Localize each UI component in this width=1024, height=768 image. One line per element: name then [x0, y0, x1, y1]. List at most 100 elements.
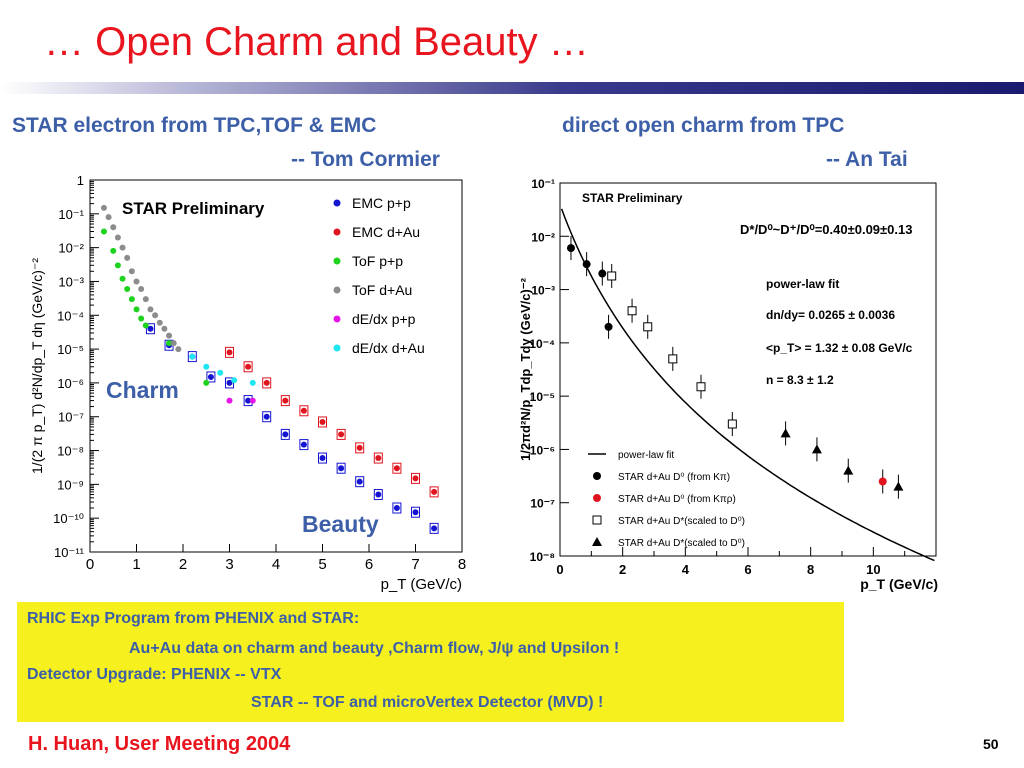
data-point	[282, 431, 289, 438]
data-point	[245, 397, 252, 404]
legend-label: EMC d+Au	[352, 224, 420, 240]
chart-annotation: dn/dy= 0.0265 ± 0.0036	[766, 308, 895, 322]
legend-marker	[333, 199, 341, 207]
data-point	[338, 465, 345, 472]
error-box	[429, 486, 439, 498]
error-box	[411, 506, 420, 518]
chart-annotation: STAR Preliminary	[582, 191, 683, 205]
data-point	[142, 296, 149, 303]
x-tick-label: 8	[807, 562, 814, 577]
data-point	[566, 244, 575, 253]
data-point	[100, 204, 107, 211]
data-point	[226, 397, 233, 404]
data-point	[412, 475, 419, 482]
data-point	[119, 275, 126, 282]
data-point	[282, 397, 289, 404]
data-point	[696, 382, 706, 392]
error-box	[243, 361, 253, 373]
data-point	[727, 419, 737, 429]
legend-label: STAR d+Au D*(scaled to D⁰)	[618, 516, 745, 527]
y-tick-label: 10⁻⁷	[58, 410, 84, 425]
data-point	[593, 472, 601, 480]
y-tick-label: 10⁻⁴	[57, 308, 84, 323]
data-point	[147, 325, 154, 332]
data-point	[156, 319, 163, 326]
data-point	[114, 234, 121, 241]
error-box	[318, 416, 327, 428]
y-tick-label: 10⁻¹	[58, 207, 84, 222]
data-point	[226, 379, 233, 386]
summary-box: RHIC Exp Program from PHENIX and STAR: A…	[17, 602, 844, 722]
right-header-line2: -- An Tai	[826, 148, 908, 171]
data-point	[592, 537, 602, 546]
legend-label: dE/dx p+p	[352, 311, 416, 327]
data-point	[147, 306, 154, 313]
error-box	[392, 462, 402, 474]
error-box	[411, 472, 420, 484]
data-point	[124, 254, 131, 261]
legend-label: ToF p+p	[352, 253, 403, 269]
data-point	[300, 407, 307, 414]
left-header-line2: -- Tom Cormier	[291, 148, 440, 171]
data-point	[878, 477, 887, 486]
preliminary-label: STAR Preliminary	[122, 199, 265, 218]
left-header-line1: STAR electron from TPC,TOF & EMC	[12, 114, 377, 137]
data-point	[203, 363, 210, 370]
data-point	[249, 379, 256, 386]
error-box	[373, 489, 383, 501]
y-tick-label: 10⁻⁷	[530, 497, 555, 511]
x-tick-label: 3	[225, 556, 233, 573]
y-tick-label: 10⁻³	[531, 284, 555, 298]
data-point	[119, 244, 126, 251]
data-point	[431, 525, 438, 532]
data-point	[138, 315, 145, 322]
error-box	[145, 323, 155, 335]
x-axis-label: p_T (GeV/c)	[381, 576, 462, 593]
data-point	[431, 488, 438, 495]
legend-label: power-law fit	[618, 450, 674, 461]
data-point	[189, 353, 196, 360]
data-point	[128, 268, 135, 275]
right-header-line1: direct open charm from TPC	[562, 114, 845, 137]
title-divider	[0, 82, 1024, 94]
chart-annotation: <p_T> = 1.32 ± 0.08 GeV/c	[766, 341, 913, 355]
summary-line: STAR -- TOF and microVertex Detector (MV…	[251, 694, 604, 711]
legend-marker	[333, 315, 341, 323]
data-point	[393, 465, 400, 472]
data-point	[170, 340, 177, 347]
data-point	[893, 481, 904, 491]
data-point	[263, 413, 270, 420]
error-box	[206, 371, 216, 383]
data-point	[300, 441, 307, 448]
chart-annotation: D*/D⁰~D⁺/D⁰=0.40±0.09±0.13	[740, 222, 912, 237]
data-point	[393, 505, 400, 512]
error-box	[262, 411, 272, 423]
data-point	[124, 285, 131, 292]
data-point	[607, 271, 617, 281]
y-tick-label: 10⁻¹⁰	[53, 511, 84, 526]
y-tick-label: 10⁻¹¹	[54, 545, 85, 560]
data-point	[582, 260, 591, 269]
data-point	[843, 465, 854, 475]
data-point	[142, 322, 149, 329]
legend-label: STAR d+Au D*(scaled to D⁰)	[618, 538, 745, 549]
y-tick-label: 10⁻¹	[531, 177, 555, 191]
data-point	[152, 312, 159, 319]
page-number: 50	[983, 736, 999, 752]
data-point	[249, 397, 256, 404]
y-tick-label: 10⁻⁶	[530, 443, 555, 457]
summary-line: Au+Au data on charm and beauty ,Charm fl…	[129, 640, 620, 657]
summary-line: Detector Upgrade: PHENIX -- VTX	[27, 666, 282, 683]
x-tick-label: 0	[556, 562, 563, 577]
y-tick-label: 10⁻⁴	[529, 337, 555, 351]
x-tick-label: 10	[866, 562, 880, 577]
chart-annotation: n = 8.3 ± 1.2	[766, 373, 834, 387]
error-box	[373, 452, 383, 464]
error-box	[355, 476, 365, 488]
data-point	[166, 332, 173, 339]
data-point	[133, 278, 140, 285]
legend-label: dE/dx d+Au	[352, 340, 425, 356]
data-point	[231, 377, 238, 384]
data-point	[100, 228, 107, 235]
error-box	[355, 442, 365, 454]
